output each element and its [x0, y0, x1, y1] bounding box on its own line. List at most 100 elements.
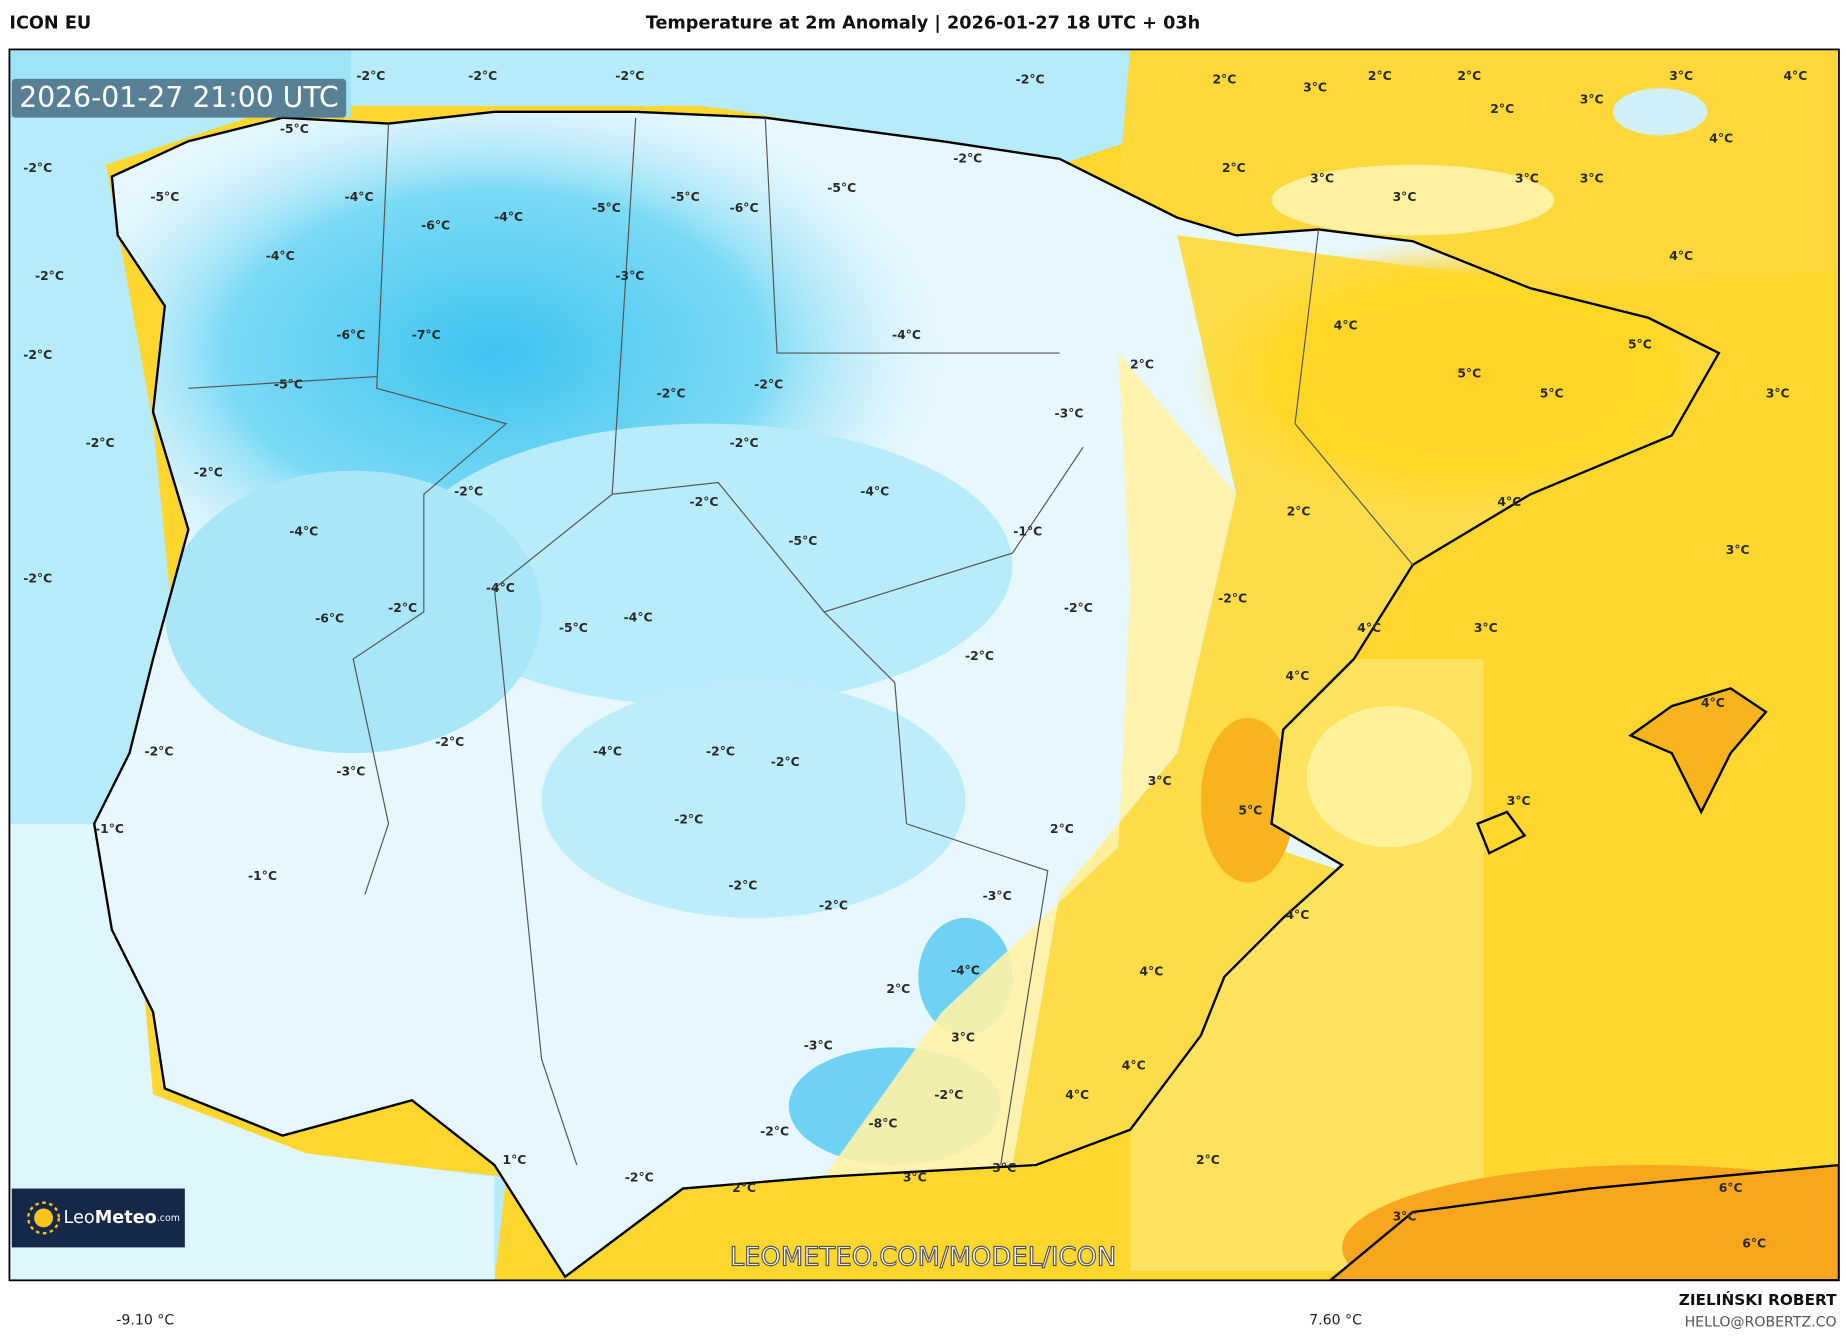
contour-label: -2°C: [23, 348, 52, 362]
contour-label: -2°C: [23, 571, 52, 585]
contour-label: 4°C: [1709, 131, 1733, 145]
contour-label: -6°C: [421, 218, 450, 232]
contour-label: 3°C: [1515, 171, 1539, 185]
contour-label: 4°C: [1357, 621, 1381, 635]
contour-label: -2°C: [194, 466, 223, 480]
contour-label: -5°C: [150, 190, 179, 204]
contour-label: 3°C: [1580, 171, 1604, 185]
mild-area: [824, 353, 1237, 1177]
contour-label: 2°C: [1368, 69, 1392, 83]
email: HELLO@ROBERTZ.CO: [1685, 1315, 1837, 1331]
contour-label: -2°C: [953, 151, 982, 165]
logo-name: Leo: [64, 1208, 95, 1228]
contour-label: 4°C: [1334, 318, 1358, 332]
contour-label: 2°C: [1050, 822, 1074, 836]
contour-label: -5°C: [280, 122, 309, 136]
contour-label: -3°C: [615, 269, 644, 283]
contour-label: -4°C: [860, 484, 889, 498]
contour-label: -2°C: [771, 755, 800, 769]
contour-label: -2°C: [35, 269, 64, 283]
contour-label: 4°C: [1285, 908, 1309, 922]
contour-label: -5°C: [671, 190, 700, 204]
contour-label: 3°C: [1148, 774, 1172, 788]
contour-label: 3°C: [1393, 190, 1417, 204]
contour-label: 3°C: [1766, 387, 1790, 401]
contour-label: -2°C: [1016, 73, 1045, 87]
contour-label: 4°C: [1122, 1059, 1146, 1073]
contour-label: 4°C: [1701, 696, 1725, 710]
contour-label: 3°C: [1507, 794, 1531, 808]
contour-label: -4°C: [345, 190, 374, 204]
contour-label: 5°C: [1238, 803, 1262, 817]
contour-label: -2°C: [388, 601, 417, 615]
model-name: ICON EU: [9, 14, 91, 34]
contour-label: -2°C: [625, 1170, 654, 1184]
warm-area: [1200, 717, 1296, 883]
colorbar-min: -9.10 °C: [116, 1312, 174, 1328]
contour-label: 1°C: [503, 1153, 527, 1167]
contour-label: -2°C: [1218, 591, 1247, 605]
contour-label: 2°C: [1490, 102, 1514, 116]
contour-label: -2°C: [1064, 601, 1093, 615]
contour-label: 5°C: [1457, 367, 1481, 381]
contour-label: -2°C: [760, 1125, 789, 1139]
contour-label: -2°C: [23, 161, 52, 175]
contour-label: 4°C: [1783, 69, 1807, 83]
contour-label: -5°C: [559, 621, 588, 635]
contour-label: -4°C: [624, 610, 653, 624]
north-africa: [1328, 1163, 1839, 1281]
contour-label: -1°C: [95, 822, 124, 836]
france-light: [1271, 164, 1555, 236]
contour-label: 4°C: [1497, 495, 1521, 509]
contour-label: 6°C: [1719, 1181, 1743, 1195]
cold-area: [164, 470, 542, 754]
contour-label: 2°C: [1130, 357, 1154, 371]
contour-label: -2°C: [728, 879, 757, 893]
contour-label: -3°C: [983, 889, 1012, 903]
contour-label: 3°C: [1474, 621, 1498, 635]
contour-label: 2°C: [1196, 1153, 1220, 1167]
contour-label: -2°C: [965, 649, 994, 663]
mallorca: [1628, 687, 1768, 815]
time-badge: [11, 78, 347, 118]
contour-label: -4°C: [486, 581, 515, 595]
contour-label: -5°C: [827, 181, 856, 195]
contour-label: -2°C: [615, 69, 644, 83]
france-cool: [1612, 88, 1708, 136]
contour-label: -2°C: [819, 899, 848, 913]
contour-label: -3°C: [336, 764, 365, 778]
sea-light-patch: [1306, 706, 1472, 848]
contour-label: 2°C: [732, 1181, 756, 1195]
contour-label: -2°C: [934, 1088, 963, 1102]
contour-label: -5°C: [788, 534, 817, 548]
valid-time: 2026-01-27 21:00 UTC: [19, 81, 338, 114]
contour-label: -5°C: [274, 377, 303, 391]
contour-label: 4°C: [1669, 249, 1693, 263]
contour-label: -2°C: [435, 735, 464, 749]
contour-label: 3°C: [951, 1030, 975, 1044]
contour-label: -3°C: [1055, 407, 1084, 421]
cold-area: [541, 682, 966, 918]
contour-label: 3°C: [1310, 171, 1334, 185]
contour-label: 3°C: [1303, 81, 1327, 95]
contour-label: -2°C: [674, 813, 703, 827]
colorbar: -9.10 °C 7.60 °C: [116, 1312, 1362, 1328]
contour-label: -2°C: [468, 69, 497, 83]
contour-label: 3°C: [1726, 543, 1750, 557]
contour-label: 2°C: [1212, 73, 1236, 87]
contour-label: -4°C: [266, 249, 295, 263]
contour-label: -2°C: [657, 387, 686, 401]
contour-label: -5°C: [592, 201, 621, 215]
contour-label: -2°C: [356, 69, 385, 83]
contour-label: -1°C: [1013, 524, 1042, 538]
contour-label: 4°C: [1285, 669, 1309, 683]
contour-label: 2°C: [886, 982, 910, 996]
contour-label: -3°C: [804, 1039, 833, 1053]
contour-label: -2°C: [730, 436, 759, 450]
contour-label: -2°C: [706, 744, 735, 758]
contour-label: 3°C: [1393, 1209, 1417, 1223]
contour-label: -2°C: [86, 436, 115, 450]
